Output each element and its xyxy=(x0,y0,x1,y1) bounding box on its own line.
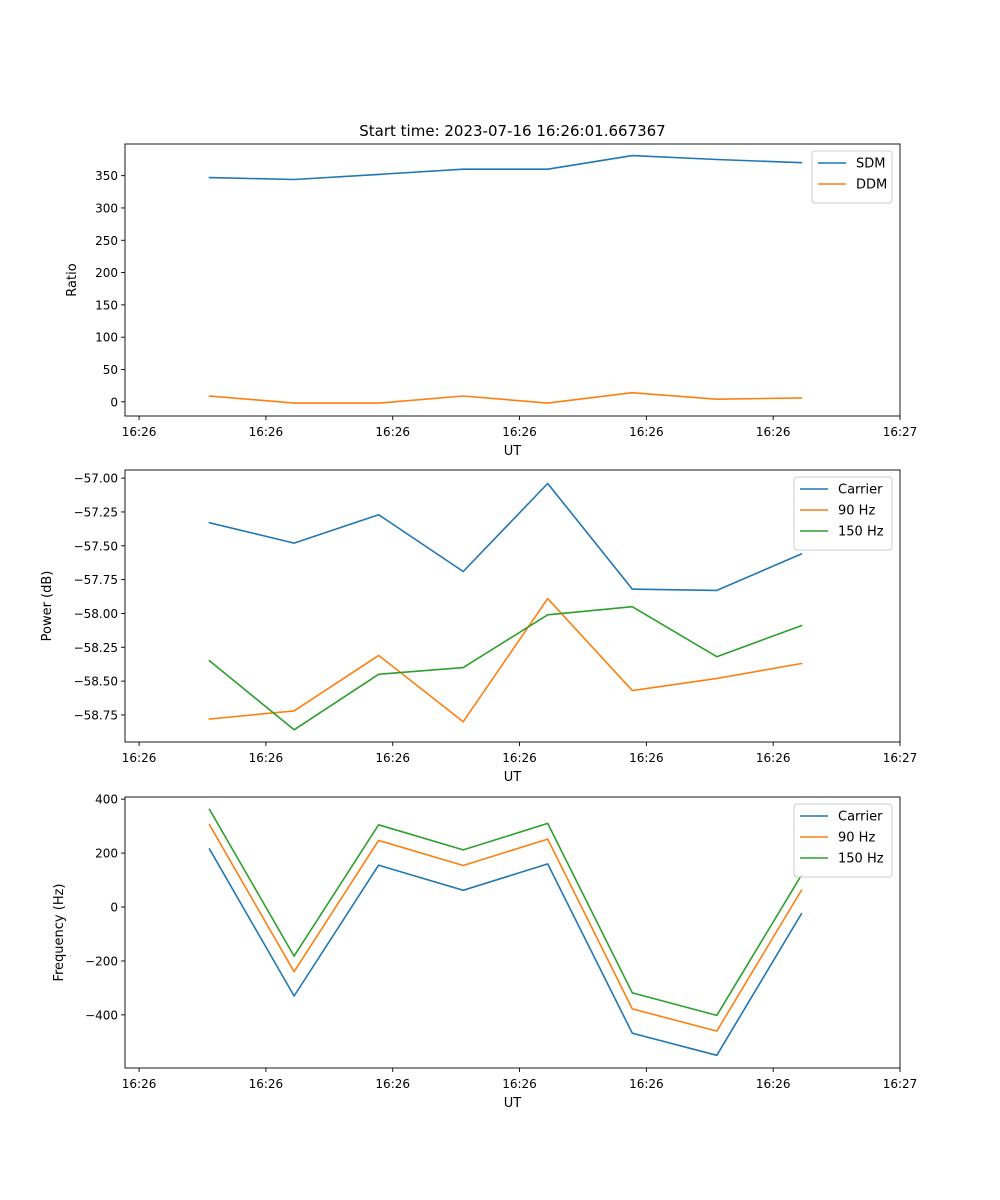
y-tick-label: −57.00 xyxy=(74,472,118,486)
y-axis-label: Power (dB) xyxy=(40,571,55,642)
x-tick-label: 16:27 xyxy=(883,425,918,439)
series-line-carrier xyxy=(208,847,803,1057)
y-tick-label: 250 xyxy=(95,234,118,248)
legend-label: 150 Hz xyxy=(838,852,884,867)
x-tick-label: 16:26 xyxy=(249,1077,284,1091)
y-tick-label: −58.00 xyxy=(74,607,118,621)
series-line-carrier xyxy=(208,482,803,592)
y-axis-label: Frequency (Hz) xyxy=(52,883,67,981)
legend-box xyxy=(811,150,893,204)
y-tick-label: −57.75 xyxy=(74,573,118,587)
legend-label: Carrier xyxy=(838,483,883,498)
y-tick-label: −58.75 xyxy=(74,708,118,722)
legend-label: 90 Hz xyxy=(838,831,875,846)
y-tick-label: −58.50 xyxy=(74,675,118,689)
x-tick-label: 16:27 xyxy=(883,1077,918,1091)
series-line-sdm xyxy=(208,154,803,181)
legend-label: SDM xyxy=(856,157,885,172)
y-tick-label: −58.25 xyxy=(74,641,118,655)
legend-label: 150 Hz xyxy=(838,525,884,540)
plot-frame xyxy=(124,796,901,1069)
x-tick-label: 16:26 xyxy=(629,1077,664,1091)
x-tick-label: 16:26 xyxy=(249,751,284,765)
panel-1: Start time: 2023-07-16 16:26:01.667367 16… xyxy=(65,122,917,459)
legend: SDM DDM xyxy=(811,150,893,204)
series-line-150-hz xyxy=(208,605,803,731)
y-tick-label: 200 xyxy=(95,847,118,861)
x-tick-label: 16:26 xyxy=(629,425,664,439)
plot-frame xyxy=(124,143,901,417)
x-tick-label: 16:26 xyxy=(249,425,284,439)
x-tick-label: 16:26 xyxy=(502,1077,537,1091)
y-tick-label: 300 xyxy=(95,201,118,215)
y-tick-label: 0 xyxy=(110,901,118,915)
legend-label: 90 Hz xyxy=(838,504,875,519)
series-line-150-hz xyxy=(208,808,803,1017)
x-tick-label: 16:26 xyxy=(629,751,664,765)
series-line-90-hz xyxy=(208,597,803,723)
x-axis-label: UT xyxy=(504,1096,522,1111)
y-tick-label: 150 xyxy=(95,298,118,312)
x-tick-label: 16:26 xyxy=(122,425,157,439)
x-tick-label: 16:26 xyxy=(122,751,157,765)
y-tick-label: 100 xyxy=(95,331,118,345)
x-axis-label: UT xyxy=(504,444,522,459)
plot-frame xyxy=(124,469,901,743)
x-tick-label: 16:26 xyxy=(756,1077,791,1091)
x-tick-label: 16:26 xyxy=(756,425,791,439)
panel-2: 16:26 16:26 16:26 16:26 16:26 16:26 16:27 −58.7… xyxy=(40,469,918,785)
y-tick-label: −57.50 xyxy=(74,539,118,553)
y-tick-label: −200 xyxy=(85,954,118,968)
series-line-ddm xyxy=(208,391,803,404)
x-tick-label: 16:26 xyxy=(502,751,537,765)
x-tick-label: 16:26 xyxy=(375,751,410,765)
y-tick-label: −57.25 xyxy=(74,505,118,519)
x-tick-label: 16:26 xyxy=(122,1077,157,1091)
legend: Carrier 90 Hz 150 Hz xyxy=(793,803,893,878)
y-tick-label: 350 xyxy=(95,169,118,183)
legend-label: DDM xyxy=(856,178,887,193)
y-tick-label: −400 xyxy=(85,1008,118,1022)
legend-label: Carrier xyxy=(838,810,883,825)
x-tick-label: 16:26 xyxy=(375,425,410,439)
y-axis-label: Ratio xyxy=(65,263,80,296)
chart-title: Start time: 2023-07-16 16:26:01.667367 xyxy=(359,122,665,140)
x-tick-label: 16:26 xyxy=(502,425,537,439)
x-tick-label: 16:26 xyxy=(756,751,791,765)
y-tick-label: 200 xyxy=(95,266,118,280)
y-tick-label: 50 xyxy=(103,363,118,377)
panel-3: 16:26 16:26 16:26 16:26 16:26 16:26 16:27 −400 −… xyxy=(52,793,917,1111)
y-tick-label: 0 xyxy=(110,395,118,409)
x-tick-label: 16:27 xyxy=(883,751,918,765)
x-tick-label: 16:26 xyxy=(375,1077,410,1091)
series-line-90-hz xyxy=(208,823,803,1032)
x-axis-label: UT xyxy=(504,770,522,785)
legend: Carrier 90 Hz 150 Hz xyxy=(793,476,893,551)
y-tick-label: 400 xyxy=(95,793,118,807)
